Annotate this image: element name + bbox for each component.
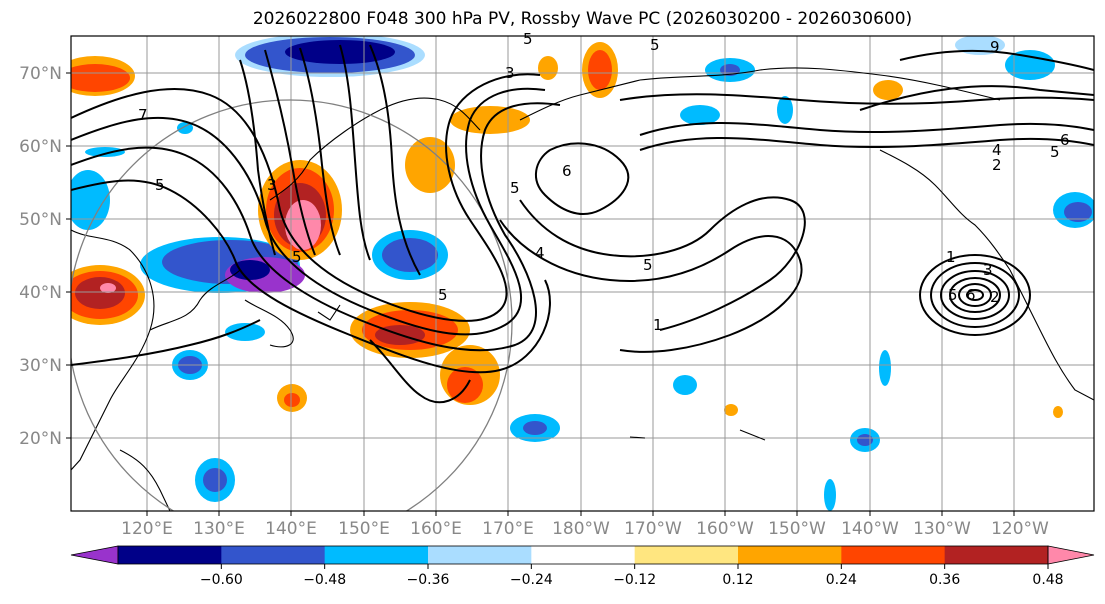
pv-contours [71, 44, 1094, 404]
contour-label: 7 [138, 106, 148, 124]
colorbar-tick-label: −0.60 [200, 572, 243, 588]
colorbar-segment [324, 546, 429, 564]
lon-label: 160°E [410, 519, 462, 539]
contour-label: 2 [990, 288, 1000, 306]
lon-label: 130°W [913, 519, 971, 539]
lat-label: 40°N [19, 283, 62, 303]
colorbar-tick-label: −0.36 [407, 572, 450, 588]
lat-label: 30°N [19, 356, 62, 376]
colorbar-segment [944, 546, 1049, 564]
colorbar-tick-label: 0.36 [929, 572, 960, 588]
lon-label: 150°E [338, 519, 390, 539]
contour-label: 9 [990, 38, 1000, 56]
longitude-labels: 120°E 130°E 140°E 150°E 160°E 170°E 180°… [121, 519, 1049, 539]
colorbar-tick-label: 0.12 [722, 572, 753, 588]
contour-label: 4 [535, 244, 545, 262]
contour-label: 5 [1050, 143, 1060, 161]
lon-label: 170°E [482, 519, 534, 539]
lon-label: 120°E [121, 519, 173, 539]
lon-label: 180°W [552, 519, 610, 539]
contour-label: 5 [948, 286, 958, 304]
lon-label: 130°E [193, 519, 245, 539]
colorbar-tick-label: 0.24 [826, 572, 857, 588]
colorbar-segment [118, 546, 222, 564]
lon-label: 150°W [768, 519, 826, 539]
colorbar-min-extension [70, 545, 119, 565]
lat-label: 60°N [19, 137, 62, 157]
map-frame [70, 35, 1095, 512]
coastlines [71, 67, 1094, 511]
colorbar-tick-label: −0.24 [510, 572, 553, 588]
contour-label: 3 [983, 261, 993, 279]
contour-label: 6 [966, 286, 976, 304]
map-title: 2026022800 F048 300 hPa PV, Rossby Wave … [252, 9, 913, 29]
contour-label: 3 [267, 176, 277, 194]
colorbar-segment [221, 546, 326, 564]
lon-label: 140°E [265, 519, 317, 539]
colorbar-segment [738, 546, 842, 564]
colorbar-max-extension [1047, 545, 1095, 565]
contour-label: 5 [643, 256, 653, 274]
contour-label: 1 [946, 248, 956, 266]
contour-label: 4 [992, 141, 1002, 159]
contour-label: 6 [1060, 131, 1070, 149]
contour-label: 5 [438, 286, 448, 304]
graticule [71, 36, 1094, 511]
colorbar-tick-label: −0.48 [303, 572, 346, 588]
contour-label: 5 [155, 176, 165, 194]
colorbar-segment [428, 546, 532, 564]
colorbar-segment [634, 546, 739, 564]
latitude-labels: 70°N 60°N 50°N 40°N 30°N 20°N [19, 64, 62, 449]
contour-label: 5 [523, 30, 533, 48]
colorbar-tick-label: −0.12 [613, 572, 656, 588]
axis-ticks [66, 72, 1015, 516]
colorbar-segment [841, 546, 946, 564]
contour-label: 1 [653, 316, 663, 334]
contour-label: 6 [562, 162, 572, 180]
pv-anomaly-shading [71, 36, 1094, 511]
colorbar-tick-label: 0.48 [1032, 572, 1063, 588]
contour-label: 2 [992, 156, 1002, 174]
contour-label: 3 [505, 64, 515, 82]
lon-label: 120°W [991, 519, 1049, 539]
colorbar: −0.60 −0.48 −0.36 −0.24 −0.12 0.12 0.24 0.36 0.4… [70, 545, 1095, 588]
range-circle [71, 99, 513, 511]
lon-label: 140°W [841, 519, 899, 539]
contour-label: 5 [650, 36, 660, 54]
lon-label: 160°W [696, 519, 754, 539]
contour-label: 5 [292, 248, 302, 266]
colorbar-segment [531, 546, 636, 564]
lat-label: 20°N [19, 429, 62, 449]
lat-label: 70°N [19, 64, 62, 84]
lon-label: 170°W [624, 519, 682, 539]
contour-label: 5 [510, 179, 520, 197]
colorbar-border [117, 545, 1049, 565]
contour-label-group: 5 3 5 5 5 5 7 6 5 4 5 1 3 2 4 5 6 9 1 2 … [138, 30, 1070, 334]
lat-label: 50°N [19, 210, 62, 230]
